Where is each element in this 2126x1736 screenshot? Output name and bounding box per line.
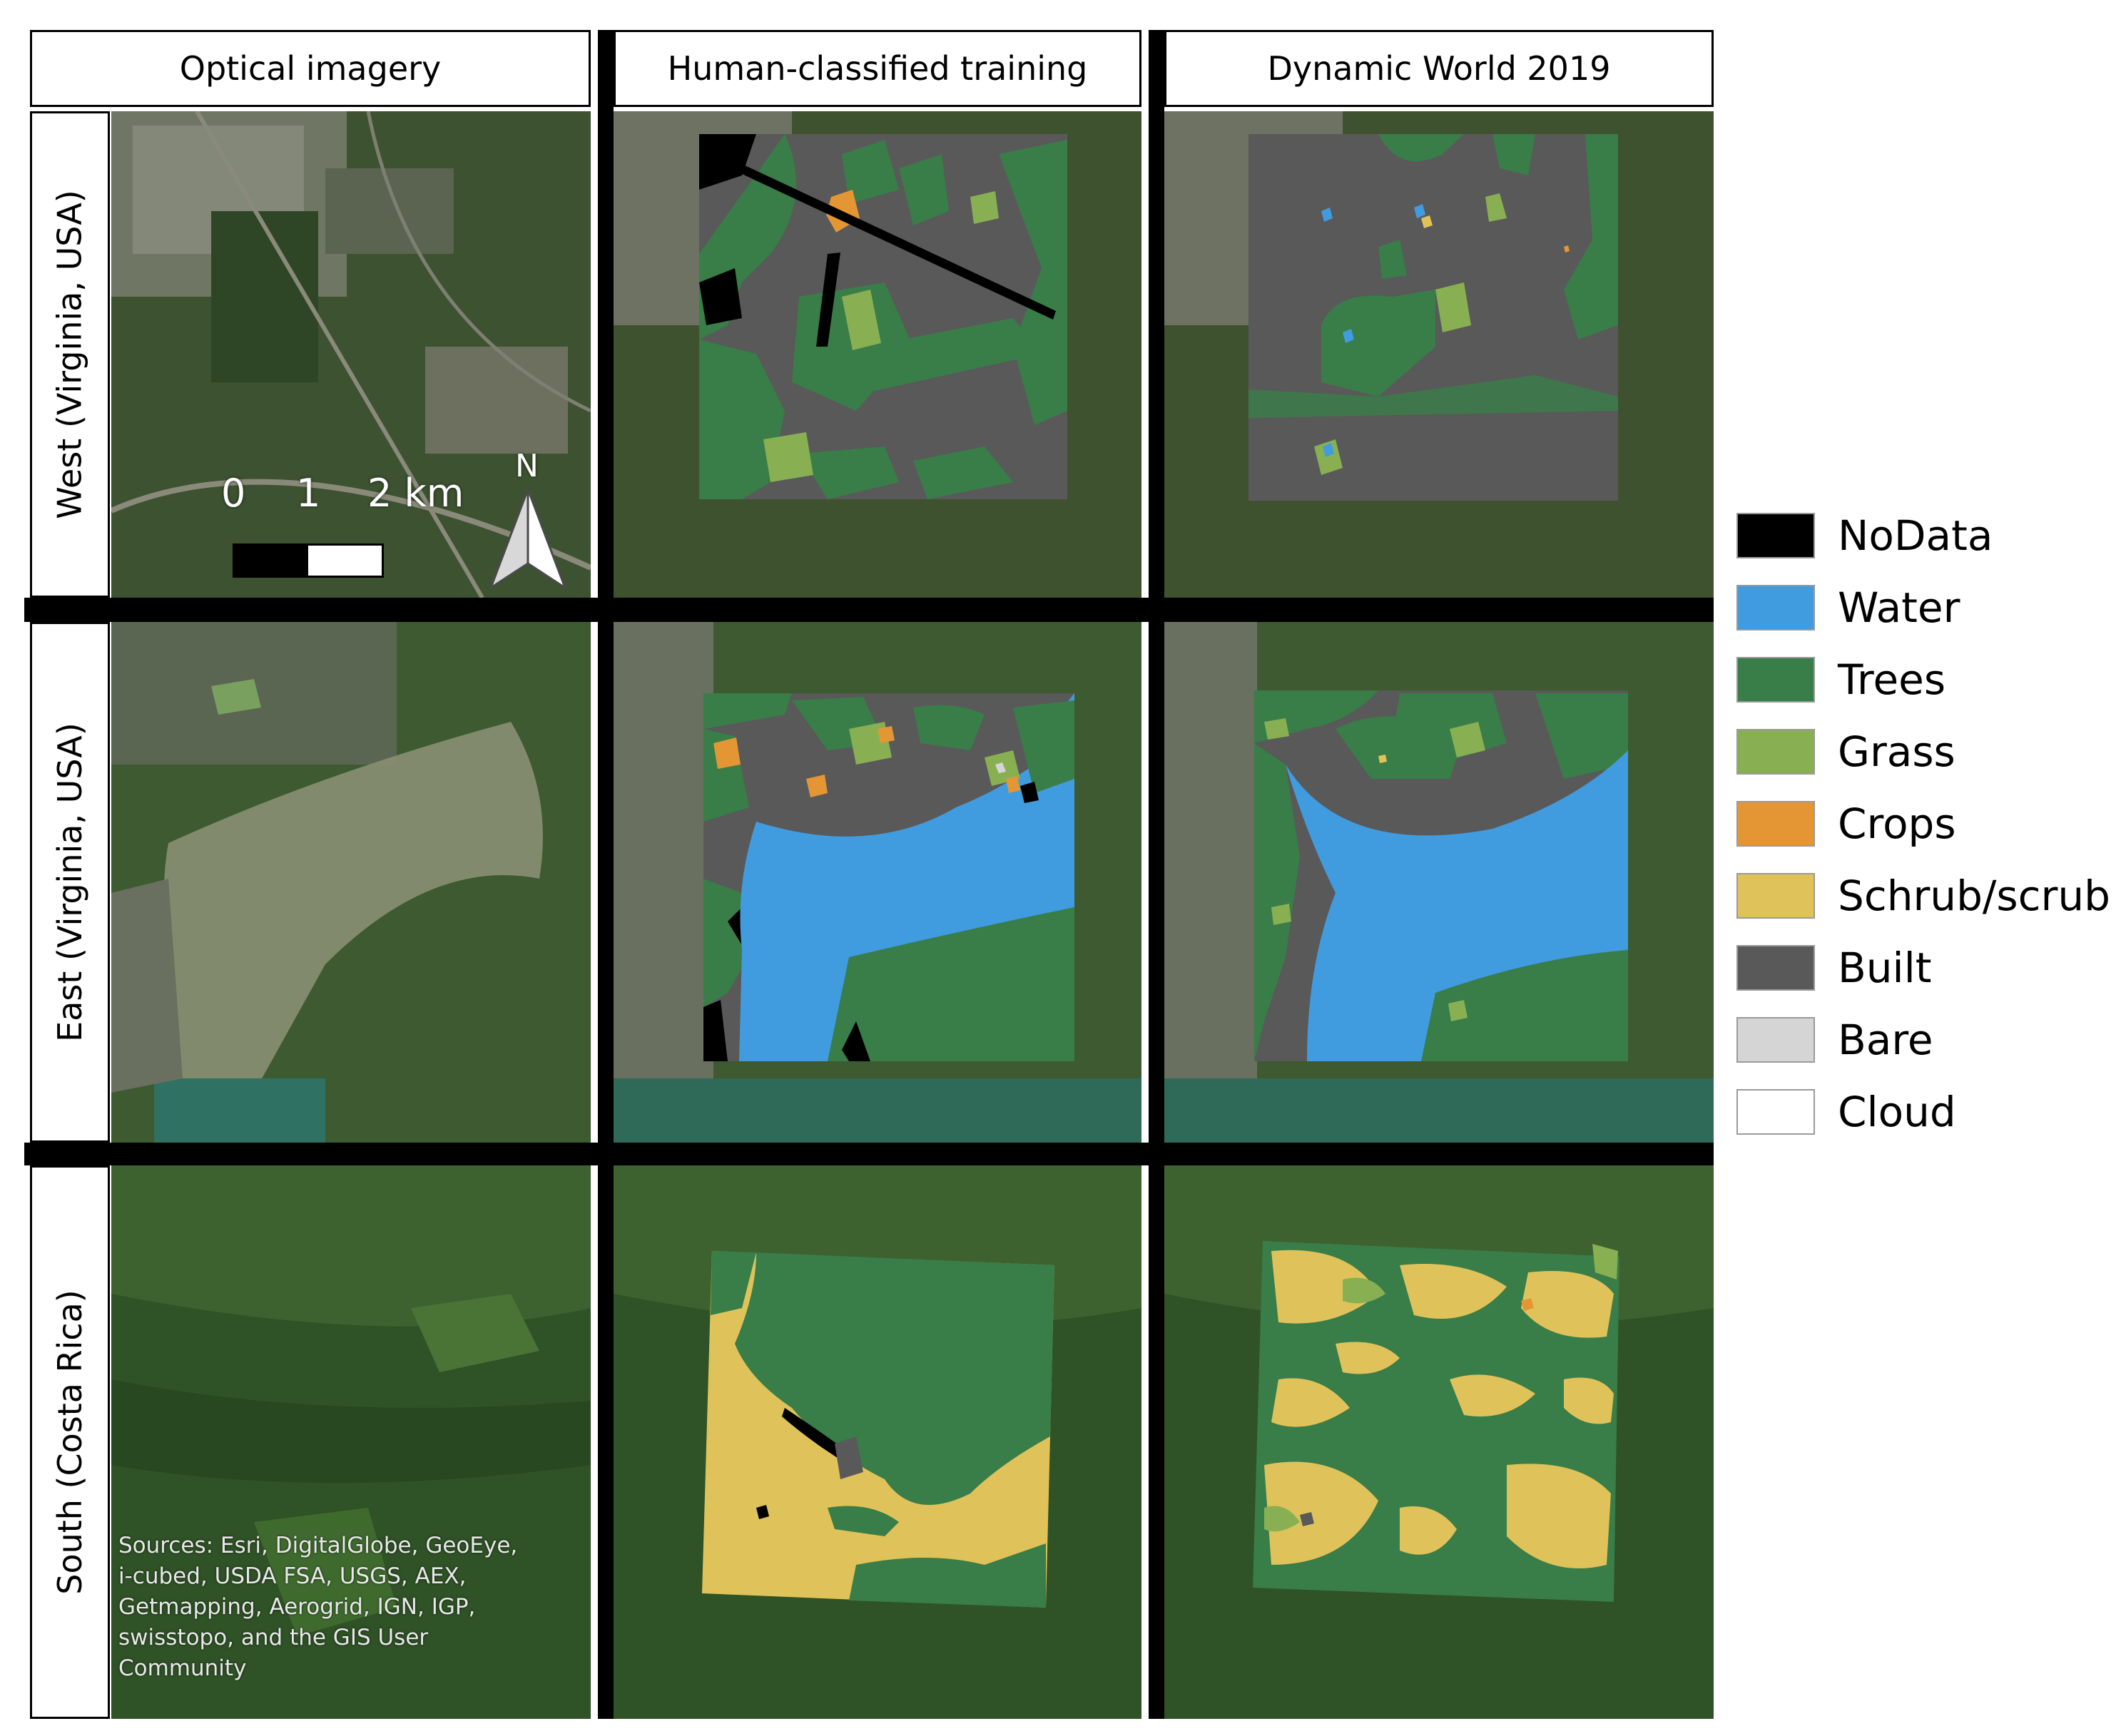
column-header-training-label: Human-classified training bbox=[667, 49, 1088, 88]
training-map-east bbox=[703, 693, 1074, 1061]
grid-divider-vertical-1 bbox=[598, 30, 614, 1719]
legend-item-grass: Grass bbox=[1736, 725, 2107, 782]
column-header-optical-label: Optical imagery bbox=[179, 49, 442, 88]
north-arrow-icon bbox=[488, 489, 568, 591]
dynamic-world-panel-west bbox=[1164, 111, 1714, 598]
row-header-east-label: East (Virginia, USA) bbox=[51, 723, 89, 1042]
dynamic-world-map-east bbox=[1254, 690, 1628, 1061]
legend-swatch bbox=[1736, 513, 1815, 558]
training-panel-south bbox=[614, 1165, 1141, 1719]
column-header-training: Human-classified training bbox=[614, 30, 1141, 107]
optical-panel-west bbox=[111, 111, 591, 598]
legend-item-cloud: Cloud bbox=[1736, 1085, 2107, 1142]
training-panel-east bbox=[614, 622, 1141, 1143]
legend-item-water: Water bbox=[1736, 581, 2107, 638]
row-header-west: West (Virginia, USA) bbox=[30, 111, 110, 598]
column-header-dynamic-world-label: Dynamic World 2019 bbox=[1267, 49, 1611, 88]
row-header-east: East (Virginia, USA) bbox=[30, 622, 110, 1143]
row-header-south-label: South (Costa Rica) bbox=[51, 1290, 89, 1595]
scale-label-0: 0 bbox=[221, 471, 246, 516]
legend-item-nodata: NoData bbox=[1736, 509, 2107, 566]
legend-item-built: Built bbox=[1736, 941, 2107, 998]
row-header-south: South (Costa Rica) bbox=[30, 1165, 110, 1719]
legend-item-bare: Bare bbox=[1736, 1013, 2107, 1070]
attribution-text: Sources: Esri, DigitalGlobe, GeoEye, i-c… bbox=[118, 1533, 518, 1681]
grid-divider-vertical-2 bbox=[1149, 30, 1164, 1719]
dynamic-world-panel-east bbox=[1164, 622, 1714, 1143]
legend-item-schrub-scrub: Schrub/scrub bbox=[1736, 869, 2110, 926]
legend-label: Grass bbox=[1838, 727, 1955, 776]
legend-label: Schrub/scrub bbox=[1838, 872, 2110, 920]
column-header-optical: Optical imagery bbox=[30, 30, 591, 107]
legend-label: Trees bbox=[1838, 655, 1946, 704]
scale-label-2km: 2 km bbox=[367, 471, 464, 516]
legend-swatch bbox=[1736, 585, 1815, 630]
row-header-west-label: West (Virginia, USA) bbox=[51, 190, 90, 519]
legend-item-crops: Crops bbox=[1736, 797, 2107, 854]
optical-panel-east bbox=[111, 622, 591, 1143]
legend-swatch bbox=[1736, 801, 1815, 847]
legend-label: Bare bbox=[1838, 1016, 1933, 1064]
training-map-south bbox=[702, 1251, 1054, 1608]
legend-swatch bbox=[1736, 945, 1815, 991]
legend-swatch bbox=[1736, 729, 1815, 775]
north-arrow-label: N bbox=[515, 448, 539, 484]
legend-item-trees: Trees bbox=[1736, 653, 2107, 710]
legend-swatch bbox=[1736, 657, 1815, 703]
dynamic-world-panel-south bbox=[1164, 1165, 1714, 1719]
legend-label: Crops bbox=[1838, 800, 1956, 848]
legend-label: Built bbox=[1838, 944, 1932, 992]
legend-label: Cloud bbox=[1838, 1088, 1956, 1136]
training-map-west bbox=[699, 134, 1067, 499]
column-header-dynamic-world: Dynamic World 2019 bbox=[1164, 30, 1714, 107]
legend-label: Water bbox=[1838, 583, 1960, 632]
scale-bar-frame bbox=[233, 543, 384, 578]
dynamic-world-map-south bbox=[1253, 1241, 1619, 1602]
legend-swatch bbox=[1736, 1017, 1815, 1063]
legend-swatch bbox=[1736, 1089, 1815, 1135]
dynamic-world-map-west bbox=[1248, 134, 1618, 501]
optical-panel-south bbox=[111, 1165, 591, 1719]
grid-divider-horizontal-1 bbox=[24, 598, 1714, 622]
training-panel-west bbox=[614, 111, 1141, 598]
legend-label: NoData bbox=[1838, 511, 1993, 560]
scale-label-1: 1 bbox=[296, 471, 321, 516]
grid-divider-horizontal-2 bbox=[24, 1143, 1714, 1165]
scale-bar-black-segment bbox=[235, 546, 308, 576]
legend-swatch bbox=[1736, 873, 1815, 919]
